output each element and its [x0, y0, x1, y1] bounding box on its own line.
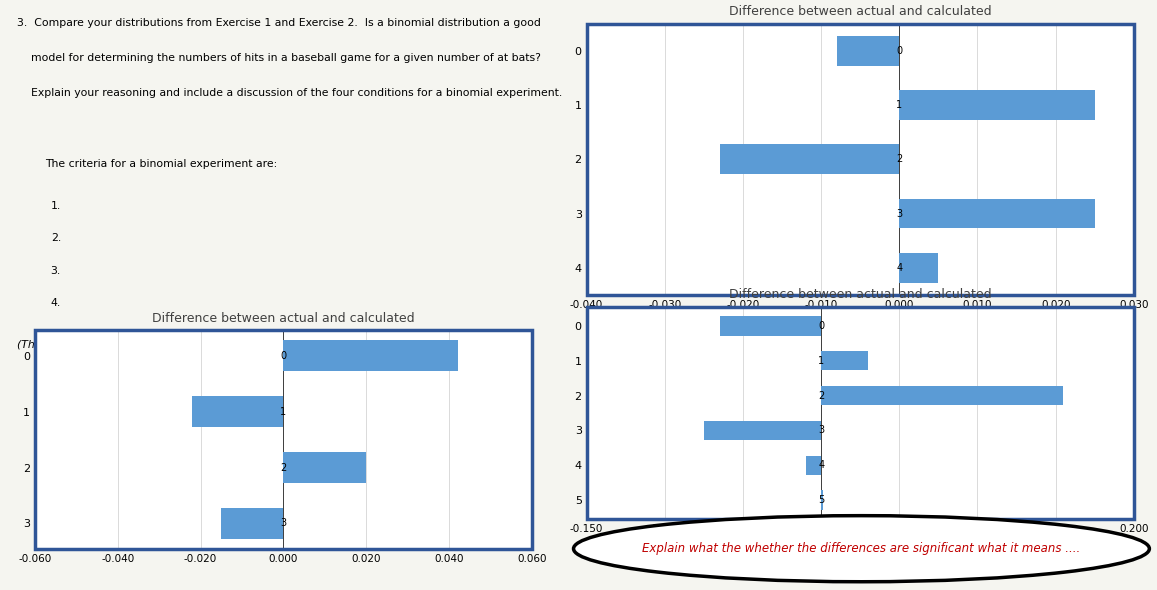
Bar — [720, 145, 899, 174]
Bar — [703, 421, 821, 440]
Text: 2: 2 — [280, 463, 287, 473]
Text: 4: 4 — [897, 263, 902, 273]
Title: Difference between actual and calculated: Difference between actual and calculated — [729, 289, 992, 301]
Text: 3: 3 — [280, 519, 287, 529]
Text: 1: 1 — [818, 356, 824, 366]
Text: 3: 3 — [897, 208, 902, 218]
Text: 1: 1 — [280, 407, 287, 417]
Text: 1: 1 — [897, 100, 902, 110]
Title: Difference between actual and calculated: Difference between actual and calculated — [729, 5, 992, 18]
Text: 2: 2 — [818, 391, 824, 401]
Bar — [192, 396, 283, 427]
Text: The criteria for a binomial experiment are:: The criteria for a binomial experiment a… — [45, 159, 278, 169]
Text: 0: 0 — [280, 350, 287, 360]
Bar — [283, 452, 367, 483]
Bar — [837, 36, 899, 65]
Text: 3: 3 — [818, 425, 824, 435]
Bar — [821, 490, 823, 510]
Title: Difference between actual and calculated: Difference between actual and calculated — [153, 312, 414, 325]
Bar — [899, 90, 1095, 120]
Text: 4.: 4. — [51, 298, 61, 308]
Text: 4: 4 — [818, 460, 824, 470]
Text: model for determining the numbers of hits in a baseball game for a given number : model for determining the numbers of hit… — [17, 53, 540, 63]
Bar — [899, 253, 938, 283]
Bar — [821, 386, 1063, 405]
Text: Explain what the whether the differences are significant what it means ....: Explain what the whether the differences… — [642, 542, 1081, 555]
Text: 5: 5 — [818, 495, 824, 505]
Text: (The results are summarized in the tables below.): (The results are summarized in the table… — [17, 339, 288, 349]
Text: 0: 0 — [818, 321, 824, 331]
Bar — [221, 508, 283, 539]
Text: 3.: 3. — [51, 266, 61, 276]
Text: 0: 0 — [897, 46, 902, 56]
Bar — [283, 340, 457, 371]
Bar — [720, 316, 821, 336]
Text: Answer: Answer — [348, 436, 464, 484]
Text: 1.: 1. — [51, 201, 61, 211]
Text: 2.: 2. — [51, 233, 61, 243]
Text: Explain your reasoning and include a discussion of the four conditions for a bin: Explain your reasoning and include a dis… — [17, 88, 562, 99]
Bar — [899, 199, 1095, 228]
Bar — [821, 351, 868, 371]
Text: 2: 2 — [897, 155, 902, 164]
Ellipse shape — [574, 516, 1149, 582]
Text: 3.  Compare your distributions from Exercise 1 and Exercise 2.  Is a binomial di: 3. Compare your distributions from Exerc… — [17, 18, 540, 28]
Text: this: this — [432, 512, 492, 550]
Bar — [805, 455, 821, 475]
